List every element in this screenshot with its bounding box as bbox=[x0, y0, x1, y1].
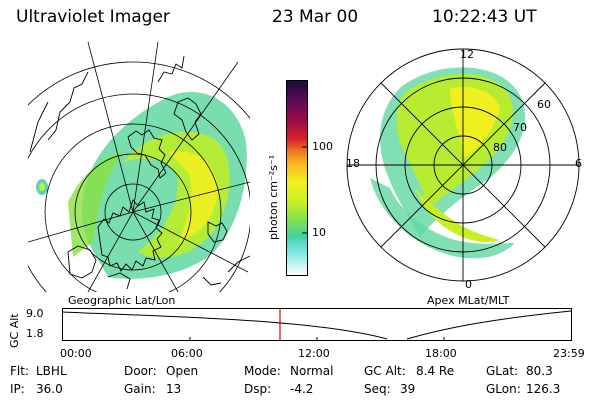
timeline-xtick-1800: 18:00 bbox=[425, 347, 457, 360]
observation-date: 23 Mar 00 bbox=[272, 7, 359, 27]
timeline-xtick-1200: 12:00 bbox=[298, 347, 330, 360]
geographic-panel-caption: Geographic Lat/Lon bbox=[68, 294, 176, 307]
magnetic-panel-caption: Apex MLat/MLT bbox=[427, 294, 510, 307]
mlt-label-0: 0 bbox=[465, 278, 472, 291]
info-seq-key: Seq: bbox=[364, 382, 391, 396]
mlt-label-12: 12 bbox=[460, 48, 474, 61]
mlat-label-80: 80 bbox=[493, 141, 507, 154]
info-filter-value: LBHL bbox=[36, 364, 67, 378]
colorbar-tick-100: 100 bbox=[312, 140, 333, 153]
info-door-value: Open bbox=[166, 364, 199, 378]
info-glat-value: 80.3 bbox=[526, 364, 553, 378]
mlt-grid bbox=[347, 49, 579, 281]
mlat-label-70: 70 bbox=[513, 121, 527, 134]
info-glon-key: GLon: bbox=[486, 382, 521, 396]
timeline-ytick-min: 1.8 bbox=[26, 327, 44, 340]
info-dsp-key: Dsp: bbox=[244, 382, 272, 396]
geographic-map-panel bbox=[28, 42, 250, 292]
info-gain-value: 13 bbox=[166, 382, 182, 396]
observation-time: 10:22:43 UT bbox=[432, 7, 537, 27]
info-seq-value: 39 bbox=[400, 382, 416, 396]
coastline-outline bbox=[29, 55, 250, 290]
timeline-axis-title: GC Alt bbox=[8, 313, 21, 348]
timeline-ytick-max: 9.0 bbox=[26, 307, 44, 320]
colorbar-label: photon cm⁻²s⁻¹ bbox=[267, 154, 280, 240]
info-dsp-value: -4.2 bbox=[290, 382, 314, 396]
info-gcalt-key: GC Alt: bbox=[364, 364, 406, 378]
info-filter-key: Flt: bbox=[10, 364, 29, 378]
info-gcalt-value: 8.4 Re bbox=[416, 364, 455, 378]
instrument-title: Ultraviolet Imager bbox=[16, 7, 170, 27]
timeline-xtick-0000: 00:00 bbox=[60, 347, 92, 360]
magnetic-polar-panel bbox=[346, 48, 580, 282]
mlt-label-18: 18 bbox=[346, 157, 360, 170]
intensity-colorbar bbox=[286, 80, 308, 276]
aurora-emission-geo bbox=[36, 92, 247, 279]
mlat-label-60: 60 bbox=[537, 98, 551, 111]
info-mode-value: Normal bbox=[290, 364, 334, 378]
info-glat-key: GLat: bbox=[486, 364, 519, 378]
longitude-grid bbox=[28, 42, 250, 292]
mlt-label-6: 6 bbox=[575, 157, 582, 170]
timeline-xtick-2359: 23:59 bbox=[553, 347, 585, 360]
info-ip-value: 36.0 bbox=[36, 382, 63, 396]
info-mode-key: Mode: bbox=[244, 364, 281, 378]
info-door-key: Door: bbox=[124, 364, 157, 378]
latitude-grid bbox=[28, 61, 250, 292]
aurora-oval-mag bbox=[370, 67, 526, 259]
info-gain-key: Gain: bbox=[124, 382, 156, 396]
timeline-xtick-0600: 06:00 bbox=[171, 347, 203, 360]
altitude-timeline bbox=[62, 308, 572, 341]
info-ip-key: IP: bbox=[10, 382, 25, 396]
info-glon-value: 126.3 bbox=[526, 382, 561, 396]
colorbar-tick-10: 10 bbox=[312, 226, 326, 239]
